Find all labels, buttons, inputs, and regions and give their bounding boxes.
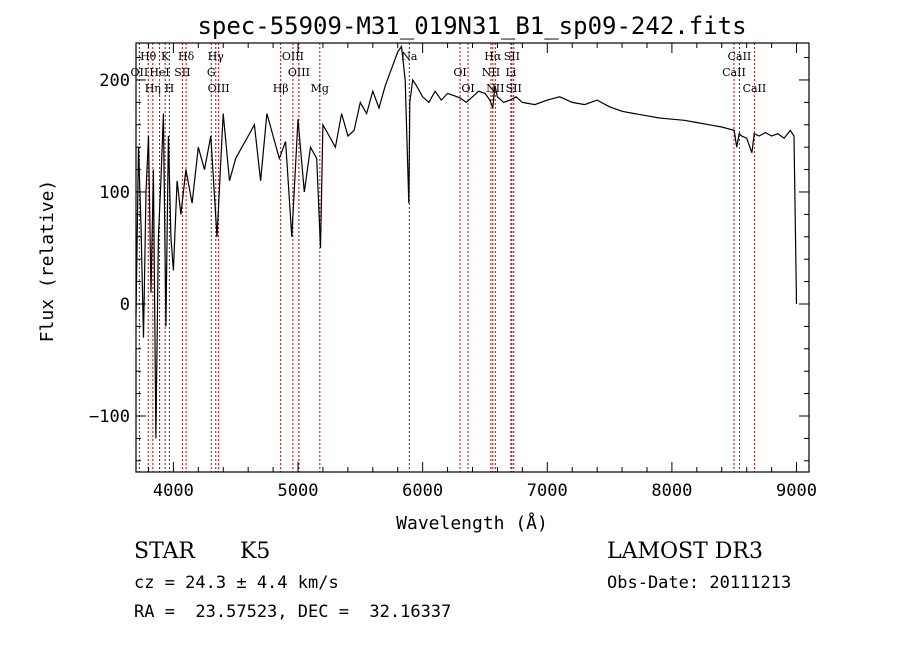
spectral-line-label: SII xyxy=(506,82,522,95)
spectral-line-label: HeI xyxy=(149,66,169,79)
spectral-line-markers xyxy=(138,43,755,472)
object-class: STAR xyxy=(134,539,195,564)
y-tick-label: −100 xyxy=(89,407,130,427)
spectral-line-label: CaII xyxy=(728,50,752,63)
x-tick-label: 5000 xyxy=(278,481,319,501)
x-tick-label: 4000 xyxy=(153,481,194,501)
spectral-line-label: Hα xyxy=(484,50,502,63)
y-tick-label: 200 xyxy=(99,71,130,91)
spectral-line-label: Mg xyxy=(311,82,329,95)
x-axis-label: Wavelength (Å) xyxy=(396,512,548,534)
x-tick-label: 8000 xyxy=(651,481,692,501)
y-tick-label: 0 xyxy=(120,295,130,315)
spectral-line-label: CaII xyxy=(722,66,746,79)
spectral-line-label: Hβ xyxy=(273,82,289,95)
redshift-velocity: cz = 24.3 ± 4.4 km/s xyxy=(134,573,339,593)
spectral-line-label: SII xyxy=(504,50,520,63)
line-labels: HθOIIHηKHeIHHδSIIOIIIHγGHβOIIIOIIIMgNaOI… xyxy=(131,50,767,95)
spectral-line-label: CaII xyxy=(743,82,767,95)
spectral-line-label: Li xyxy=(505,66,516,79)
coordinates: RA = 23.57523, DEC = 32.16337 xyxy=(134,602,452,622)
object-subclass: K5 xyxy=(240,539,271,564)
spectral-line-label: Hη xyxy=(145,82,161,95)
spectral-line-label: NII xyxy=(486,82,504,95)
observation-date: Obs-Date: 20111213 xyxy=(607,573,792,593)
survey-name: LAMOST DR3 xyxy=(607,539,763,564)
spectral-line-label: OII xyxy=(131,66,149,79)
x-tick-label: 7000 xyxy=(527,481,568,501)
x-tick-label: 9000 xyxy=(776,481,817,501)
spectral-line-label: OIII xyxy=(208,82,230,95)
spectral-line-label: OIII xyxy=(282,50,304,63)
spectral-line-label: OIII xyxy=(288,66,310,79)
spectral-line-label: H xyxy=(165,82,175,95)
spectral-line-label: OI xyxy=(453,66,466,79)
spectral-line-label: K xyxy=(161,50,170,63)
spectral-line-label: Hδ xyxy=(178,50,195,63)
spectral-line-label: OI xyxy=(461,82,474,95)
spectral-line-label: G xyxy=(207,66,216,79)
x-tick-label: 6000 xyxy=(402,481,443,501)
spectral-line-label: Na xyxy=(401,50,418,63)
spectral-line-label: SII xyxy=(174,66,190,79)
y-axis-label: Flux (relative) xyxy=(37,180,58,343)
plot-frame xyxy=(135,42,810,473)
chart-title: spec-55909-M31_019N31_B1_sp09-242.fits xyxy=(197,12,746,40)
y-tick-label: 100 xyxy=(99,183,130,203)
spectral-line-label: NII xyxy=(482,66,500,79)
spectral-line-label: Hγ xyxy=(208,50,225,63)
axis-ticks: 4000 5000 6000 7000 8000 9000 −100 0 100 200 xyxy=(89,43,817,501)
flux-series-line xyxy=(135,44,798,439)
spectral-line-label: Hθ xyxy=(140,50,157,63)
